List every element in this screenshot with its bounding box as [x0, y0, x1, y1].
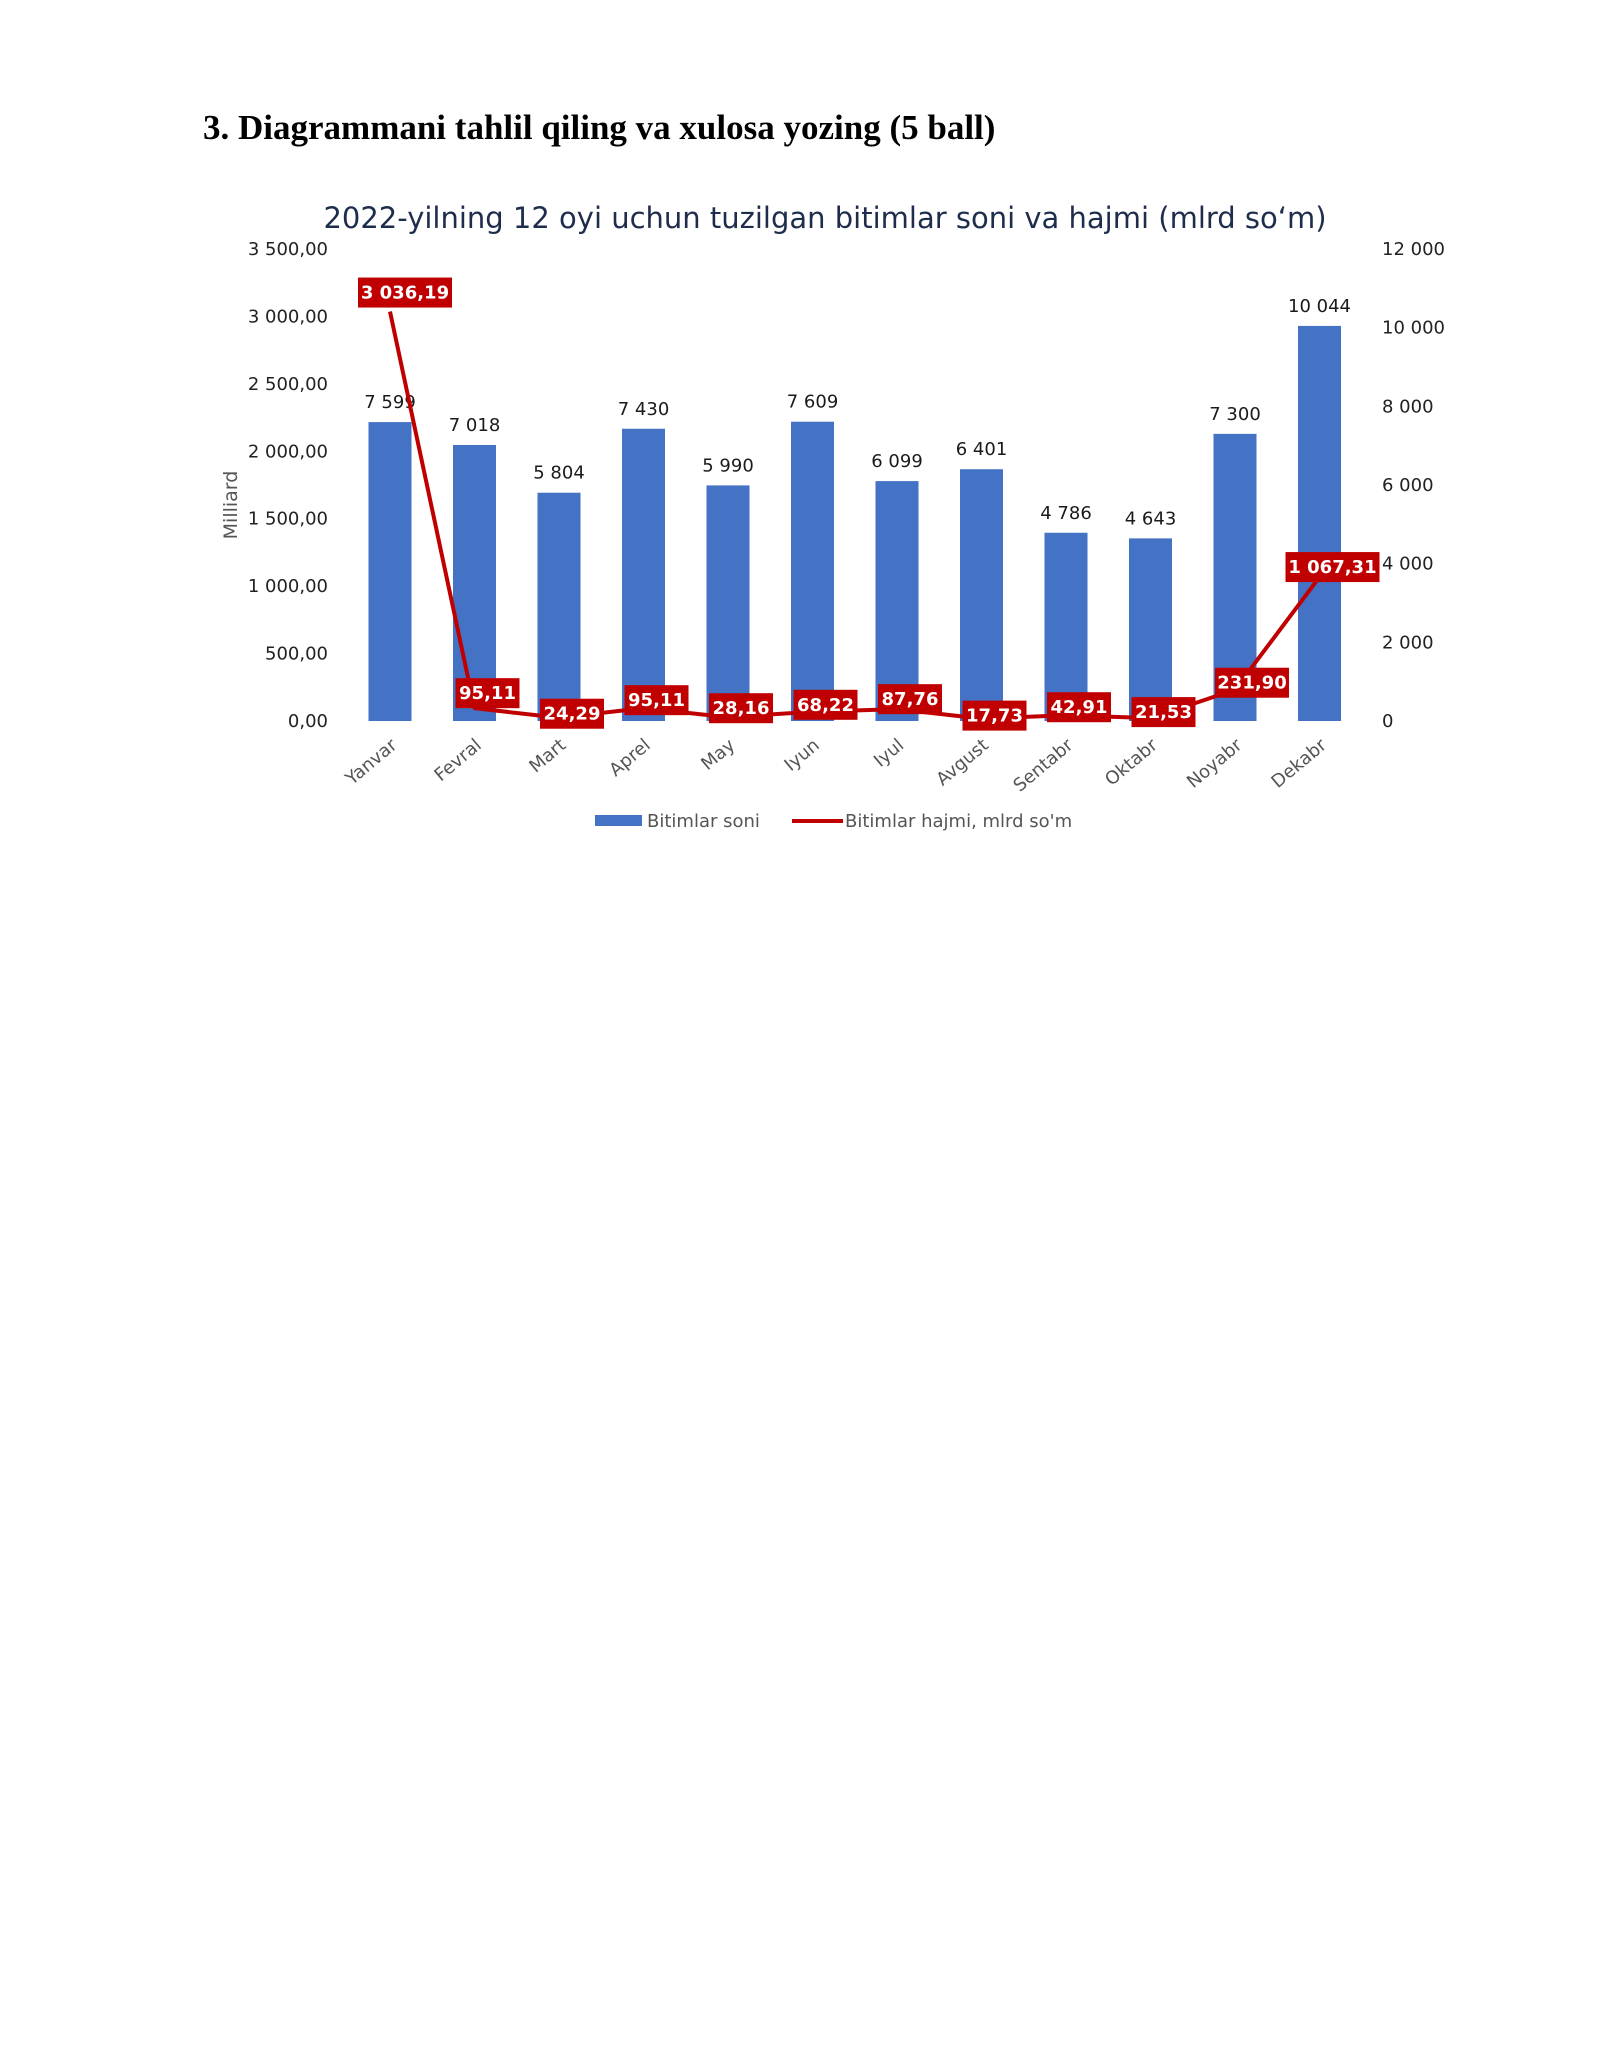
legend-bar-label: Bitimlar soni [647, 811, 760, 832]
line-label-box [793, 689, 858, 720]
line-value-label: 231,90 [1217, 673, 1286, 694]
line-label-box [878, 684, 942, 715]
right-axis-ticks: 0 2 000 4 000 6 000 8 000 10 000 12 000 [1382, 239, 1445, 732]
y-axis-label: Milliard [220, 471, 242, 540]
line-value-label: 3 036,19 [361, 283, 449, 304]
line-label-box [455, 678, 520, 709]
right-tick-label: 10 000 [1382, 318, 1445, 339]
line-label-box [1047, 692, 1111, 723]
category-label: May [697, 735, 739, 775]
bar [1129, 538, 1172, 721]
bar-value-label: 7 300 [1209, 404, 1261, 425]
left-tick-label: 2 000,00 [248, 441, 328, 462]
bar-value-label: 7 599 [364, 392, 416, 413]
bar [706, 485, 750, 721]
bar [1044, 532, 1088, 721]
category-label: Mart [525, 735, 570, 777]
line-label-box [1215, 667, 1289, 698]
category-label: Avgust [932, 735, 992, 790]
category-label: Dekabr [1267, 734, 1331, 792]
line-value-label: 17,73 [966, 706, 1023, 727]
category-label: Fevral [430, 735, 485, 786]
bar [453, 444, 496, 721]
bar-value-label: 6 401 [956, 439, 1008, 460]
bar [622, 428, 665, 721]
left-tick-label: 500,00 [265, 644, 328, 665]
left-tick-label: 1 500,00 [248, 509, 328, 530]
bar [537, 492, 581, 721]
line-label-box [540, 698, 604, 729]
line-label-box [709, 693, 773, 724]
line-value-label: 28,16 [713, 698, 770, 719]
line-label-box [624, 685, 689, 716]
right-tick-label: 2 000 [1382, 632, 1434, 653]
bar-data-labels: 7 599 7 018 5 804 7 430 5 990 7 609 6 099 6 401… [364, 296, 1351, 529]
bar-value-label: 6 099 [871, 451, 923, 472]
bar [875, 481, 919, 721]
bar [960, 469, 1003, 721]
bar-value-label: 4 643 [1125, 508, 1177, 529]
line-label-box [962, 700, 1027, 731]
line-value-label: 42,91 [1051, 697, 1108, 718]
bar [1298, 325, 1341, 721]
category-label: Noyabr [1183, 734, 1247, 792]
category-labels: Yanvar Fevral Mart Aprel May Iyun Iyul Avgust Se… [341, 734, 1331, 796]
category-label: Sentabr [1009, 734, 1077, 796]
chart-title: 2022-yilning 12 oyi uchun tuzilgan bitim… [323, 201, 1326, 235]
right-tick-label: 8 000 [1382, 396, 1434, 417]
right-tick-label: 0 [1382, 711, 1393, 732]
line-label-box [1285, 552, 1380, 583]
left-tick-label: 3 500,00 [248, 239, 328, 260]
line-label-box [358, 277, 452, 308]
line-data-labels: 3 036,19 95,11 24,29 95,11 28,16 68,22 87,76 17… [358, 277, 1380, 731]
legend: Bitimlar soni Bitimlar hajmi, mlrd so'm [595, 811, 1072, 832]
line-value-label: 21,53 [1135, 702, 1192, 723]
bar [791, 421, 834, 721]
line-value-label: 68,22 [797, 695, 854, 716]
line-series [388, 311, 1322, 721]
right-tick-label: 12 000 [1382, 239, 1445, 260]
category-label: Oktabr [1101, 734, 1162, 790]
bar-value-label: 4 786 [1040, 503, 1092, 524]
question-heading: 3. Diagrammani tahlil qiling va xulosa y… [203, 108, 996, 147]
bar-value-label: 5 804 [533, 463, 585, 484]
left-tick-label: 1 000,00 [248, 576, 328, 597]
right-tick-label: 4 000 [1382, 554, 1434, 575]
left-tick-label: 0,00 [288, 711, 328, 732]
bar-value-label: 7 609 [787, 392, 839, 413]
category-label: Yanvar [341, 734, 402, 790]
left-tick-label: 2 500,00 [248, 374, 328, 395]
line-value-label: 87,76 [882, 689, 939, 710]
category-label: Iyul [870, 735, 908, 772]
bar [368, 422, 412, 721]
bar-value-label: 7 430 [618, 399, 670, 420]
left-axis-ticks: 0,00 500,00 1 000,00 1 500,00 2 000,00 2 500,… [248, 239, 328, 732]
combo-chart: 2022-yilning 12 oyi uchun tuzilgan bitim… [220, 201, 1445, 832]
line-value-label: 1 067,31 [1288, 557, 1376, 578]
line-path [388, 311, 1322, 721]
left-tick-label: 3 000,00 [248, 306, 328, 327]
legend-line-label: Bitimlar hajmi, mlrd so'm [845, 811, 1072, 832]
category-label: Aprel [605, 735, 654, 781]
bar-value-label: 5 990 [702, 455, 754, 476]
line-value-label: 95,11 [628, 690, 685, 711]
right-tick-label: 6 000 [1382, 475, 1434, 496]
line-value-label: 95,11 [459, 683, 516, 704]
bar-series [368, 325, 1341, 721]
category-label: Iyun [781, 735, 824, 776]
line-label-box [1131, 697, 1196, 728]
bar-value-label: 7 018 [449, 415, 501, 436]
line-value-label: 24,29 [544, 704, 601, 725]
legend-bar-swatch [595, 815, 642, 826]
bar-value-label: 10 044 [1288, 296, 1351, 317]
